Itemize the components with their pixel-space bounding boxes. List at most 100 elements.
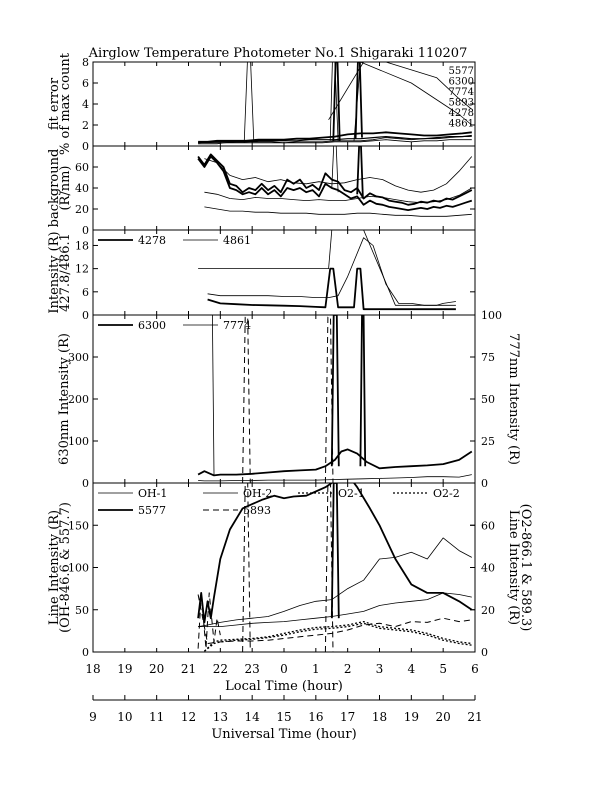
series-line-6300 — [197, 448, 473, 477]
series-group — [197, 315, 473, 483]
y-tick-label: 18 — [75, 239, 89, 252]
series-line — [324, 483, 334, 652]
panel-intensity-4278-4861: 0 6 12 18 Intensity (R)427.8/486.1 4278 4861 — [47, 229, 476, 322]
series-line — [330, 483, 340, 619]
right-tick-label: 25 — [481, 435, 495, 448]
series-label-7774: 7774 — [449, 87, 474, 98]
legend-label-4278: 4278 — [138, 234, 166, 247]
series-label-4278: 4278 — [449, 108, 474, 119]
ut-tick: 18 — [372, 710, 387, 724]
y-tick-label: 50 — [75, 604, 89, 617]
right-tick-label: 100 — [481, 309, 502, 322]
y-axis-label: Line Intensity (R) — [47, 510, 62, 625]
right-tick-label: 75 — [481, 351, 495, 364]
local-time-tick: 1 — [312, 662, 320, 676]
series-line-4278 — [207, 267, 456, 311]
local-time-tick: 3 — [376, 662, 384, 676]
series-line-5577 — [197, 483, 473, 624]
y-axis-label: (OH-846.6 & 557.7) — [58, 502, 73, 633]
right-axis-label: Line Intensity (R) — [506, 510, 521, 625]
panel-fit-error: 0 2 4 6 8 fit error% of max count 557763007774… — [47, 52, 476, 155]
y-axis-label: 427.8/486.1 — [58, 233, 73, 312]
ut-tick: 17 — [340, 710, 355, 724]
y-tick-label: 6 — [82, 286, 89, 299]
y-tick-label: 60 — [75, 161, 89, 174]
series-label-5893: 5893 — [449, 98, 474, 109]
series-line — [332, 62, 341, 141]
right-axis-label: (O2-866.1 & 589.3) — [518, 504, 533, 632]
series-line-5893 — [197, 594, 472, 644]
series-line — [204, 206, 472, 217]
local-time-tick: 19 — [117, 662, 132, 676]
series-label-5577: 5577 — [449, 66, 474, 77]
series-line — [243, 62, 255, 143]
ut-tick: 15 — [276, 710, 291, 724]
y-tick-label: 300 — [68, 351, 89, 364]
y-tick-label: 0 — [82, 140, 89, 153]
series-line-4861 — [207, 237, 456, 306]
series-line — [330, 315, 340, 467]
series-line-7774 — [198, 474, 472, 482]
ut-tick: 11 — [149, 710, 164, 724]
local-time-tick: 6 — [471, 662, 479, 676]
ut-label: Universal Time (hour) — [211, 727, 356, 742]
series-line — [198, 230, 456, 306]
ut-tick: 9 — [89, 710, 97, 724]
local-time-tick: 4 — [408, 662, 416, 676]
y-tick-label: 6 — [82, 77, 89, 90]
y-axis-label: (R/nm) — [58, 165, 73, 210]
legend-label-5577: 5577 — [138, 504, 166, 517]
series-line — [356, 146, 364, 199]
series-line — [204, 187, 472, 204]
ut-tick: 19 — [404, 710, 419, 724]
legend-label-6300: 6300 — [138, 319, 166, 332]
series-line — [359, 315, 367, 467]
legend: OH-1 OH-2 O2-1 O2-2 5577 5893 — [98, 487, 460, 517]
series-line — [329, 62, 339, 141]
ut-tick: 16 — [308, 710, 323, 724]
figure-title: Airglow Temperature Photometer No.1 Shig… — [88, 46, 468, 61]
panel-frame — [92, 61, 476, 147]
ut-tick: 10 — [117, 710, 132, 724]
local-time-tick: 5 — [439, 662, 447, 676]
y-axis-label: % of max count — [58, 52, 73, 155]
series-group — [198, 230, 456, 311]
series-line — [198, 131, 472, 143]
right-tick-label: 60 — [481, 519, 495, 532]
y-tick-label: 8 — [82, 56, 89, 69]
panel-background: 0 20 40 60 background(R/nm) — [47, 145, 476, 237]
ut-tick: 12 — [181, 710, 196, 724]
legend-label-5893: 5893 — [243, 504, 271, 517]
series-line-o2-2 — [203, 622, 472, 652]
series-line-oh-1 — [198, 592, 472, 627]
y-tick-label: 100 — [68, 435, 89, 448]
right-tick-label: 50 — [481, 393, 495, 406]
right-tick-label: 40 — [481, 562, 495, 575]
y-tick-label: 4 — [82, 98, 89, 111]
local-time-tick: 20 — [149, 662, 164, 676]
local-time-tick: 2 — [344, 662, 352, 676]
y-axis-label: fit error — [47, 77, 62, 130]
legend: 6300 7774 — [98, 319, 251, 332]
series-label-4861: 4861 — [449, 119, 474, 130]
series-line — [242, 483, 251, 652]
ut-tick: 14 — [245, 710, 261, 724]
y-axis-label: 630nm Intensity (R) — [57, 333, 72, 465]
series-line — [328, 62, 473, 121]
local-time-tick: 23 — [245, 662, 260, 676]
legend: 4278 4861 — [98, 234, 251, 247]
ut-tick: 21 — [467, 710, 482, 724]
series-group — [198, 62, 473, 145]
series-group — [197, 483, 473, 652]
y-tick-label: 0 — [82, 477, 89, 490]
y-tick-label: 20 — [75, 203, 89, 216]
panel-frame — [92, 314, 476, 484]
y-tick-label: 0 — [82, 646, 89, 659]
panel-frame — [92, 145, 476, 231]
legend-label-o2-1: O2-1 — [338, 487, 365, 500]
legend-label-4861: 4861 — [223, 234, 251, 247]
right-axis-label: 777nm Intensity (R) — [506, 333, 521, 465]
ut-tick: 13 — [213, 710, 228, 724]
